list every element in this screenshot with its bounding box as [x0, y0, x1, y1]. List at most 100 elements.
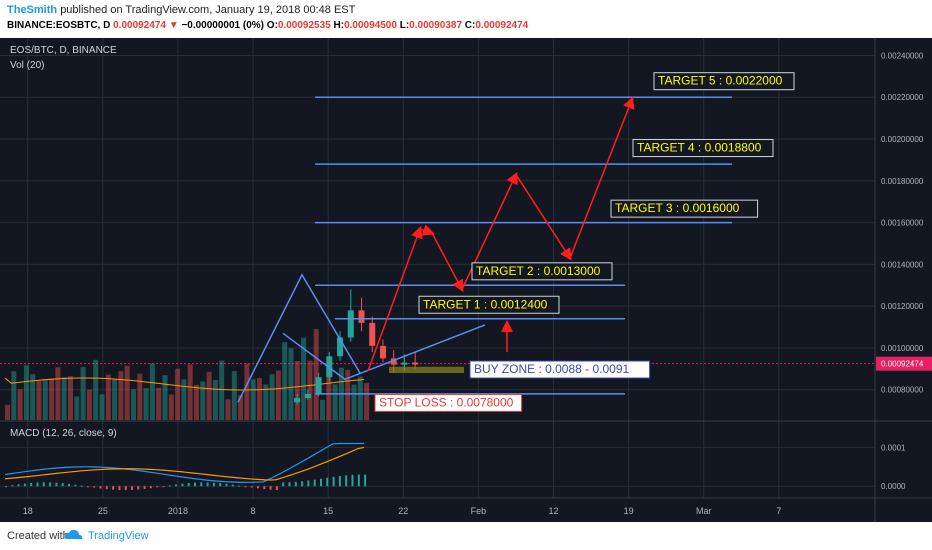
buy-zone-label-box [469, 360, 651, 379]
macd-histogram-bar [257, 486, 259, 489]
volume-bar [351, 384, 357, 420]
macd-histogram-bar [345, 475, 348, 487]
low-value: 0.00090387 [409, 20, 463, 31]
macd-histogram-bar [326, 477, 329, 487]
macd-histogram-bar [181, 483, 184, 487]
candle-body [379, 345, 386, 359]
macd-legend: MACD (12, 26, close, 9) [10, 428, 117, 439]
macd-histogram-bar [332, 476, 335, 487]
pattern-peak-line [237, 273, 361, 403]
author-name[interactable]: TheSmith [7, 4, 58, 16]
target-1-label: TARGET 1 : 0.0012400 [418, 295, 560, 314]
volume-bar [11, 371, 17, 420]
volume-bar [137, 373, 143, 420]
volume-bar [131, 389, 136, 420]
volume-bar [263, 384, 269, 420]
candle-body [390, 358, 397, 365]
volume-bar [282, 342, 288, 420]
volume-bar [30, 374, 36, 420]
volume-bar [36, 381, 42, 420]
volume-bar [238, 394, 244, 420]
macd-y-tick-label: 0.0001 [881, 443, 906, 452]
volume-bar [149, 363, 155, 420]
target-4-label-box [632, 139, 774, 158]
macd-histogram-bar [105, 486, 108, 490]
projection-arrow [569, 96, 635, 259]
x-tick-label: 25 [98, 506, 108, 516]
volume-bar [112, 379, 118, 420]
stop-loss-label-text: STOP LOSS : 0.0078000 [379, 395, 514, 409]
symbol-label: BINANCE:EOSBTC, D [7, 20, 111, 31]
symbol-legend: EOS/BTC, D, BINANCE [10, 45, 117, 56]
macd-histogram-bar [23, 483, 26, 487]
macd-histogram-bar [168, 485, 171, 487]
macd-histogram-bar [143, 486, 146, 489]
y-tick-label: 0.00160000 [881, 219, 924, 228]
macd-histogram-bar [294, 481, 297, 487]
target-1-label-box [418, 295, 560, 314]
macd-histogram-bar [99, 486, 102, 489]
volume-legend: Vol (20) [10, 60, 44, 71]
x-tick-label: Mar [696, 506, 712, 516]
volume-bar [364, 382, 370, 420]
close-label: C: [464, 20, 476, 31]
macd-histogram-bar [282, 482, 285, 487]
macd-histogram-bar [200, 482, 203, 487]
macd-histogram-bar [112, 486, 115, 490]
macd-histogram-bar [68, 483, 70, 487]
tradingview-brand[interactable]: TradingView [88, 530, 149, 542]
y-tick-label: 0.00120000 [881, 302, 924, 311]
close-value: 0.00092474 [475, 20, 529, 31]
macd-histogram-bar [313, 479, 316, 487]
price-chart[interactable]: TARGET 5 : 0.0022000 TARGET 4 : 0.0018800… [0, 38, 932, 522]
macd-histogram-bar [238, 485, 241, 487]
macd-histogram-bar [17, 484, 20, 487]
macd-histogram-bar [212, 482, 215, 487]
volume-bar [143, 388, 149, 420]
volume-bar [68, 376, 73, 420]
volume-bar [294, 361, 300, 420]
macd-histogram-bar [49, 482, 52, 487]
volume-bar [187, 364, 193, 420]
macd-histogram-bar [156, 486, 159, 488]
last-price-tag-label: 0.00092474 [881, 360, 924, 369]
tradingview-cloud-icon [64, 529, 83, 539]
volume-bar [105, 374, 111, 420]
macd-histogram-bar [364, 474, 367, 487]
publish-line: TheSmith published on TradingView.com, J… [7, 4, 355, 16]
volume-bar [80, 367, 86, 420]
y-tick-label: 0.00100000 [881, 344, 924, 353]
projection-arrow [431, 232, 464, 293]
stop-loss-label-box [374, 393, 523, 412]
publish-info: published on TradingView.com, January 19… [60, 4, 356, 16]
macd-histogram-bar [11, 485, 14, 487]
high-value: 0.00094500 [344, 20, 397, 31]
volume-bar [118, 371, 124, 420]
volume-bar [320, 399, 325, 420]
macd-histogram-bar [338, 476, 341, 487]
volume-bar [86, 389, 92, 420]
macd-y-tick-label: 0.0000 [881, 482, 906, 491]
last-price: 0.00092474 [113, 20, 166, 31]
volume-bar [269, 374, 275, 420]
x-tick-label: 8 [251, 506, 256, 516]
volume-bar [307, 360, 313, 420]
footer: Created with TradingView [0, 522, 932, 550]
volume-bar [99, 394, 105, 420]
volume-bar [175, 368, 181, 420]
buy-zone-box [389, 366, 464, 374]
x-tick-label: 7 [776, 506, 781, 516]
x-tick-label: Feb [471, 506, 487, 516]
created-with-text: Created with [7, 530, 69, 542]
macd-histogram-bar [175, 484, 178, 487]
change-value: −0.00000001 (0%) [181, 20, 265, 31]
y-tick-label: 0.00140000 [881, 260, 924, 269]
macd-histogram-bar [137, 486, 140, 490]
projection-arrow [515, 174, 572, 261]
candle-body [294, 398, 301, 403]
x-tick-label: 19 [624, 506, 634, 516]
macd-histogram-bar [149, 486, 152, 489]
volume-bar [49, 378, 55, 420]
volume-bar [124, 365, 130, 420]
candle-body [304, 393, 311, 399]
